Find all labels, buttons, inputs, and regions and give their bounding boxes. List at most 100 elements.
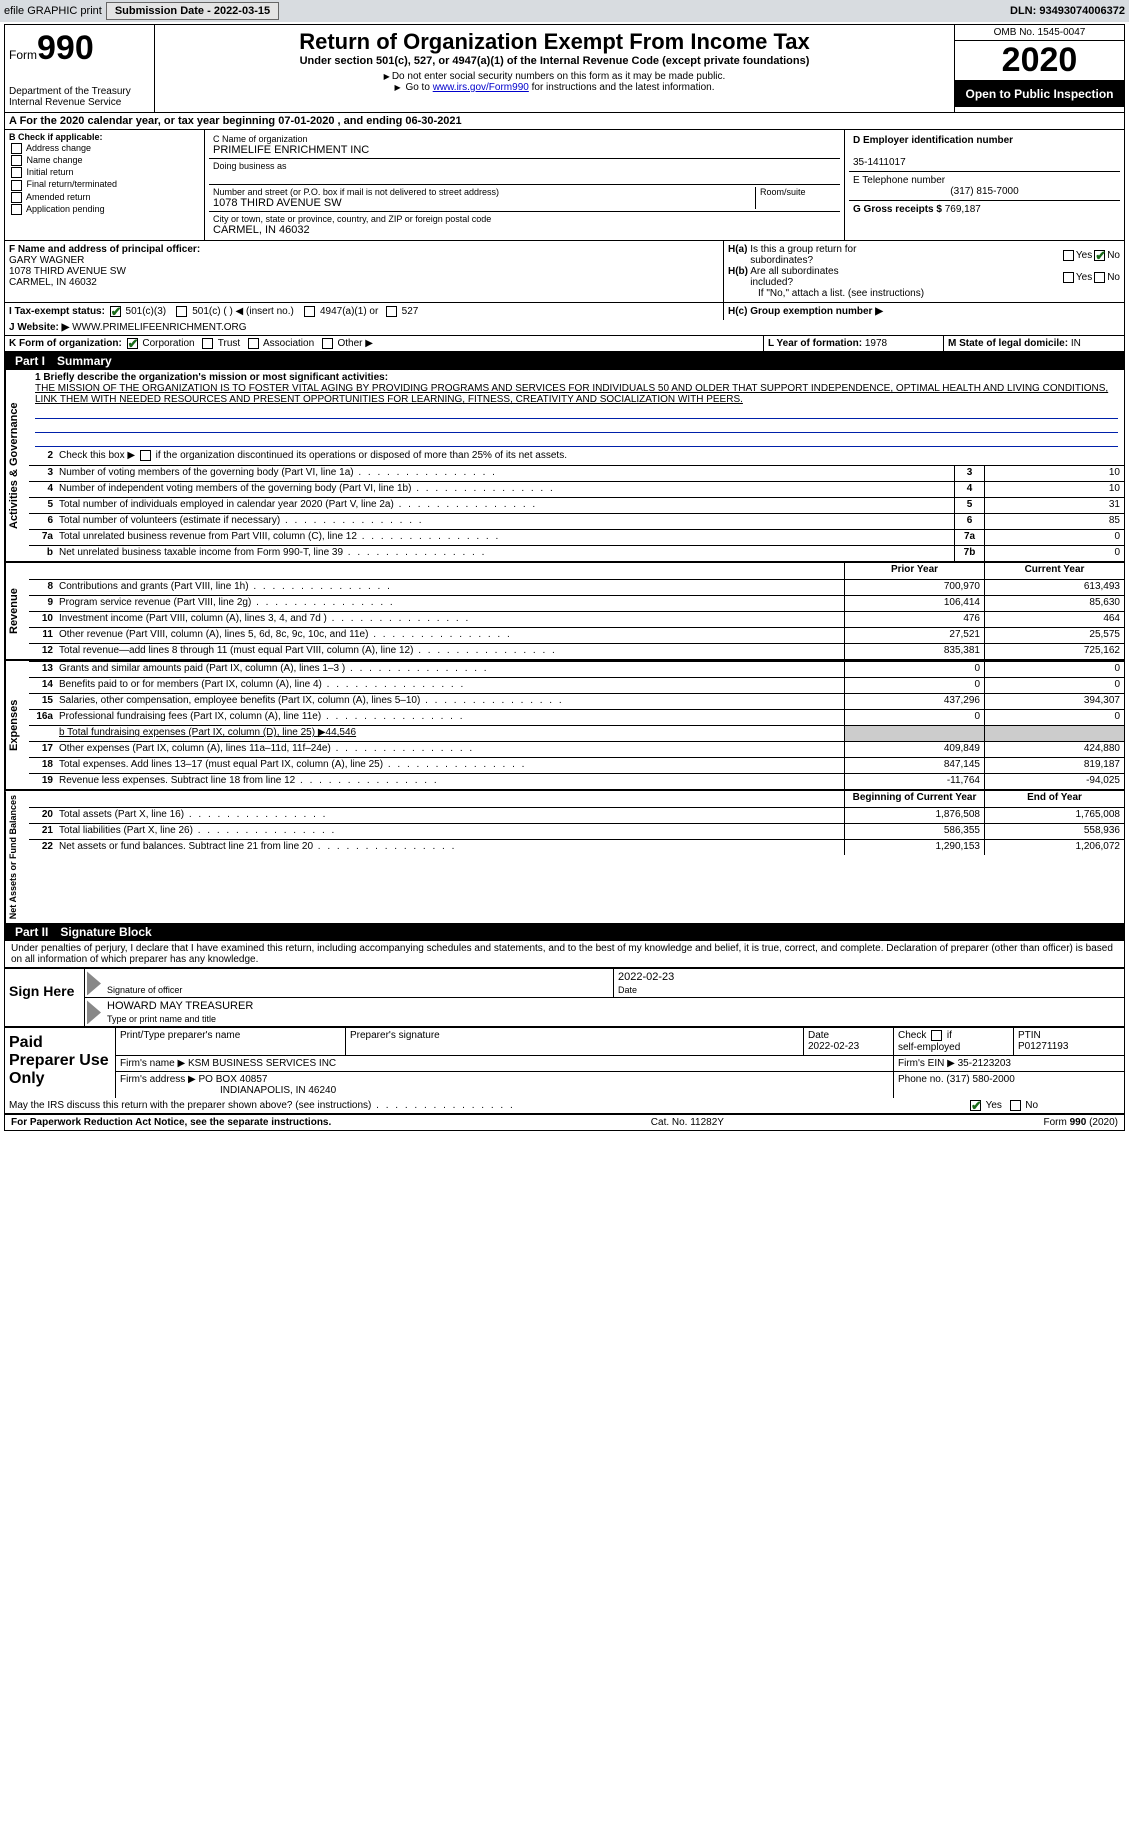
- goto-post: for instructions and the latest informat…: [529, 82, 715, 93]
- chk-discuss-yes[interactable]: [970, 1100, 981, 1111]
- summary-line: 8Contributions and grants (Part VIII, li…: [29, 579, 1124, 595]
- footer-right: Form 990 (2020): [1044, 1117, 1118, 1128]
- firm-addr1: PO BOX 40857: [199, 1074, 268, 1085]
- summary-revenue: Revenue Prior Year Current Year 8Contrib…: [5, 561, 1124, 659]
- lbl-527: 527: [402, 306, 419, 317]
- chk-527[interactable]: [386, 306, 397, 317]
- sig-officer-label: Signature of officer: [107, 985, 182, 995]
- chk-hb-yes[interactable]: [1063, 272, 1074, 283]
- period-label: A For the 2020 calendar year, or tax yea…: [9, 115, 278, 127]
- footer-990: 990: [1070, 1117, 1087, 1128]
- section-d: D Employer identification number 35-1411…: [844, 130, 1124, 240]
- summary-line: 6Total number of volunteers (estimate if…: [29, 513, 1124, 529]
- firm-phone: (317) 580-2000: [946, 1074, 1014, 1085]
- page-footer: For Paperwork Reduction Act Notice, see …: [5, 1114, 1124, 1130]
- summary-line: 19Revenue less expenses. Subtract line 1…: [29, 773, 1124, 789]
- chk-trust[interactable]: [202, 338, 213, 349]
- officer-label: F Name and address of principal officer:: [9, 244, 200, 255]
- firm-phone-label: Phone no.: [898, 1074, 944, 1085]
- lbl-app-pending: Application pending: [26, 204, 105, 214]
- part2-header: Part II Signature Block: [5, 923, 1124, 941]
- chk-final-return[interactable]: [11, 180, 22, 191]
- footer-left: For Paperwork Reduction Act Notice, see …: [11, 1117, 331, 1128]
- period-end: 06-30-2021: [405, 115, 461, 127]
- summary-line: 17Other expenses (Part IX, column (A), l…: [29, 741, 1124, 757]
- form-label: Form: [9, 48, 37, 62]
- lbl-amended: Amended return: [26, 192, 91, 202]
- summary-line: 12Total revenue—add lines 8 through 11 (…: [29, 643, 1124, 659]
- officer-signature-field[interactable]: [107, 971, 609, 985]
- chk-assoc[interactable]: [248, 338, 259, 349]
- chk-address-change[interactable]: [11, 143, 22, 154]
- summary-line: 10Investment income (Part VIII, column (…: [29, 611, 1124, 627]
- arrow-icon-2: [87, 1000, 101, 1024]
- mission-block: 1 Briefly describe the organization's mi…: [29, 370, 1124, 449]
- dba-label: Doing business as: [213, 161, 287, 171]
- hb-note: If "No," attach a list. (see instruction…: [728, 288, 1120, 299]
- part2-num: Part II: [11, 925, 52, 939]
- goto-pre: Go to: [405, 82, 432, 93]
- lbl-no2: No: [1107, 272, 1120, 283]
- efile-label: efile GRAPHIC print: [4, 5, 102, 17]
- summary-line: 21Total liabilities (Part X, line 26)586…: [29, 823, 1124, 839]
- footer-form: Form: [1044, 1117, 1070, 1128]
- paid-preparer-label: Paid Preparer Use Only: [5, 1028, 115, 1097]
- begin-year-hdr: Beginning of Current Year: [844, 791, 984, 807]
- chk-ha-yes[interactable]: [1063, 250, 1074, 261]
- section-hc: H(c) Group exemption number ▶: [724, 303, 1124, 320]
- discuss-yes: Yes: [986, 1100, 1002, 1111]
- mission-blank-1: [35, 407, 1118, 419]
- submission-date-button[interactable]: Submission Date - 2022-03-15: [106, 2, 279, 20]
- firm-name-label: Firm's name ▶: [120, 1058, 185, 1069]
- name-title-value: HOWARD MAY TREASURER: [107, 1000, 1120, 1014]
- open-inspection: Open to Public Inspection: [955, 81, 1124, 107]
- form990-link[interactable]: www.irs.gov/Form990: [433, 82, 529, 93]
- chk-4947[interactable]: [304, 306, 315, 317]
- form-subtitle: Under section 501(c), 527, or 4947(a)(1)…: [161, 55, 948, 67]
- footer-year: (2020): [1086, 1117, 1118, 1128]
- paid-preparer-block: Paid Preparer Use Only Print/Type prepar…: [5, 1026, 1124, 1097]
- chk-501c[interactable]: [176, 306, 187, 317]
- sign-here-block: Sign Here Signature of officer 2022-02-2…: [5, 968, 1124, 1026]
- summary-line: 14Benefits paid to or for members (Part …: [29, 677, 1124, 693]
- lbl-other: Other ▶: [337, 338, 372, 349]
- firm-addr-label: Firm's address ▶: [120, 1074, 196, 1085]
- klm-row: K Form of organization: Corporation Trus…: [5, 336, 1124, 352]
- chk-name-change[interactable]: [11, 155, 22, 166]
- lbl-4947: 4947(a)(1) or: [320, 306, 378, 317]
- org-name-label: C Name of organization: [213, 134, 308, 144]
- form-org-label: K Form of organization:: [9, 338, 122, 349]
- vert-revenue: Revenue: [5, 563, 29, 659]
- lbl-address-change: Address change: [26, 143, 91, 153]
- chk-ha-no[interactable]: [1094, 250, 1105, 261]
- chk-discontinued[interactable]: [140, 450, 151, 461]
- firm-ein-label: Firm's EIN ▶: [898, 1058, 955, 1069]
- section-b-label: B Check if applicable:: [9, 132, 103, 142]
- chk-501c3[interactable]: [110, 306, 121, 317]
- name-title-label: Type or print name and title: [107, 1014, 216, 1024]
- summary-line: 20Total assets (Part X, line 16)1,876,50…: [29, 807, 1124, 823]
- chk-amended[interactable]: [11, 192, 22, 203]
- summary-line: 4Number of independent voting members of…: [29, 481, 1124, 497]
- chk-initial-return[interactable]: [11, 167, 22, 178]
- lbl-assoc: Association: [263, 338, 314, 349]
- chk-hb-no[interactable]: [1094, 272, 1105, 283]
- chk-self-employed[interactable]: [931, 1030, 942, 1041]
- omb-number: OMB No. 1545-0047: [955, 25, 1124, 41]
- gross-value: 769,187: [945, 204, 981, 215]
- summary-line: 22Net assets or fund balances. Subtract …: [29, 839, 1124, 855]
- summary-line: 13Grants and similar amounts paid (Part …: [29, 661, 1124, 677]
- mission-blank-2: [35, 421, 1118, 433]
- section-j: J Website: ▶ WWW.PRIMELIFEENRICHMENT.ORG: [5, 320, 1124, 336]
- tax-year: 2020: [955, 41, 1124, 81]
- officer-addr2: CARMEL, IN 46032: [9, 277, 97, 288]
- chk-corp[interactable]: [127, 338, 138, 349]
- lbl-name-change: Name change: [27, 155, 83, 165]
- chk-other[interactable]: [322, 338, 333, 349]
- city-label: City or town, state or province, country…: [213, 214, 491, 224]
- chk-app-pending[interactable]: [11, 204, 22, 215]
- period-row: A For the 2020 calendar year, or tax yea…: [5, 113, 1124, 130]
- chk-discuss-no[interactable]: [1010, 1100, 1021, 1111]
- room-suite-label: Room/suite: [756, 187, 836, 209]
- website-label: J Website: ▶: [9, 322, 69, 333]
